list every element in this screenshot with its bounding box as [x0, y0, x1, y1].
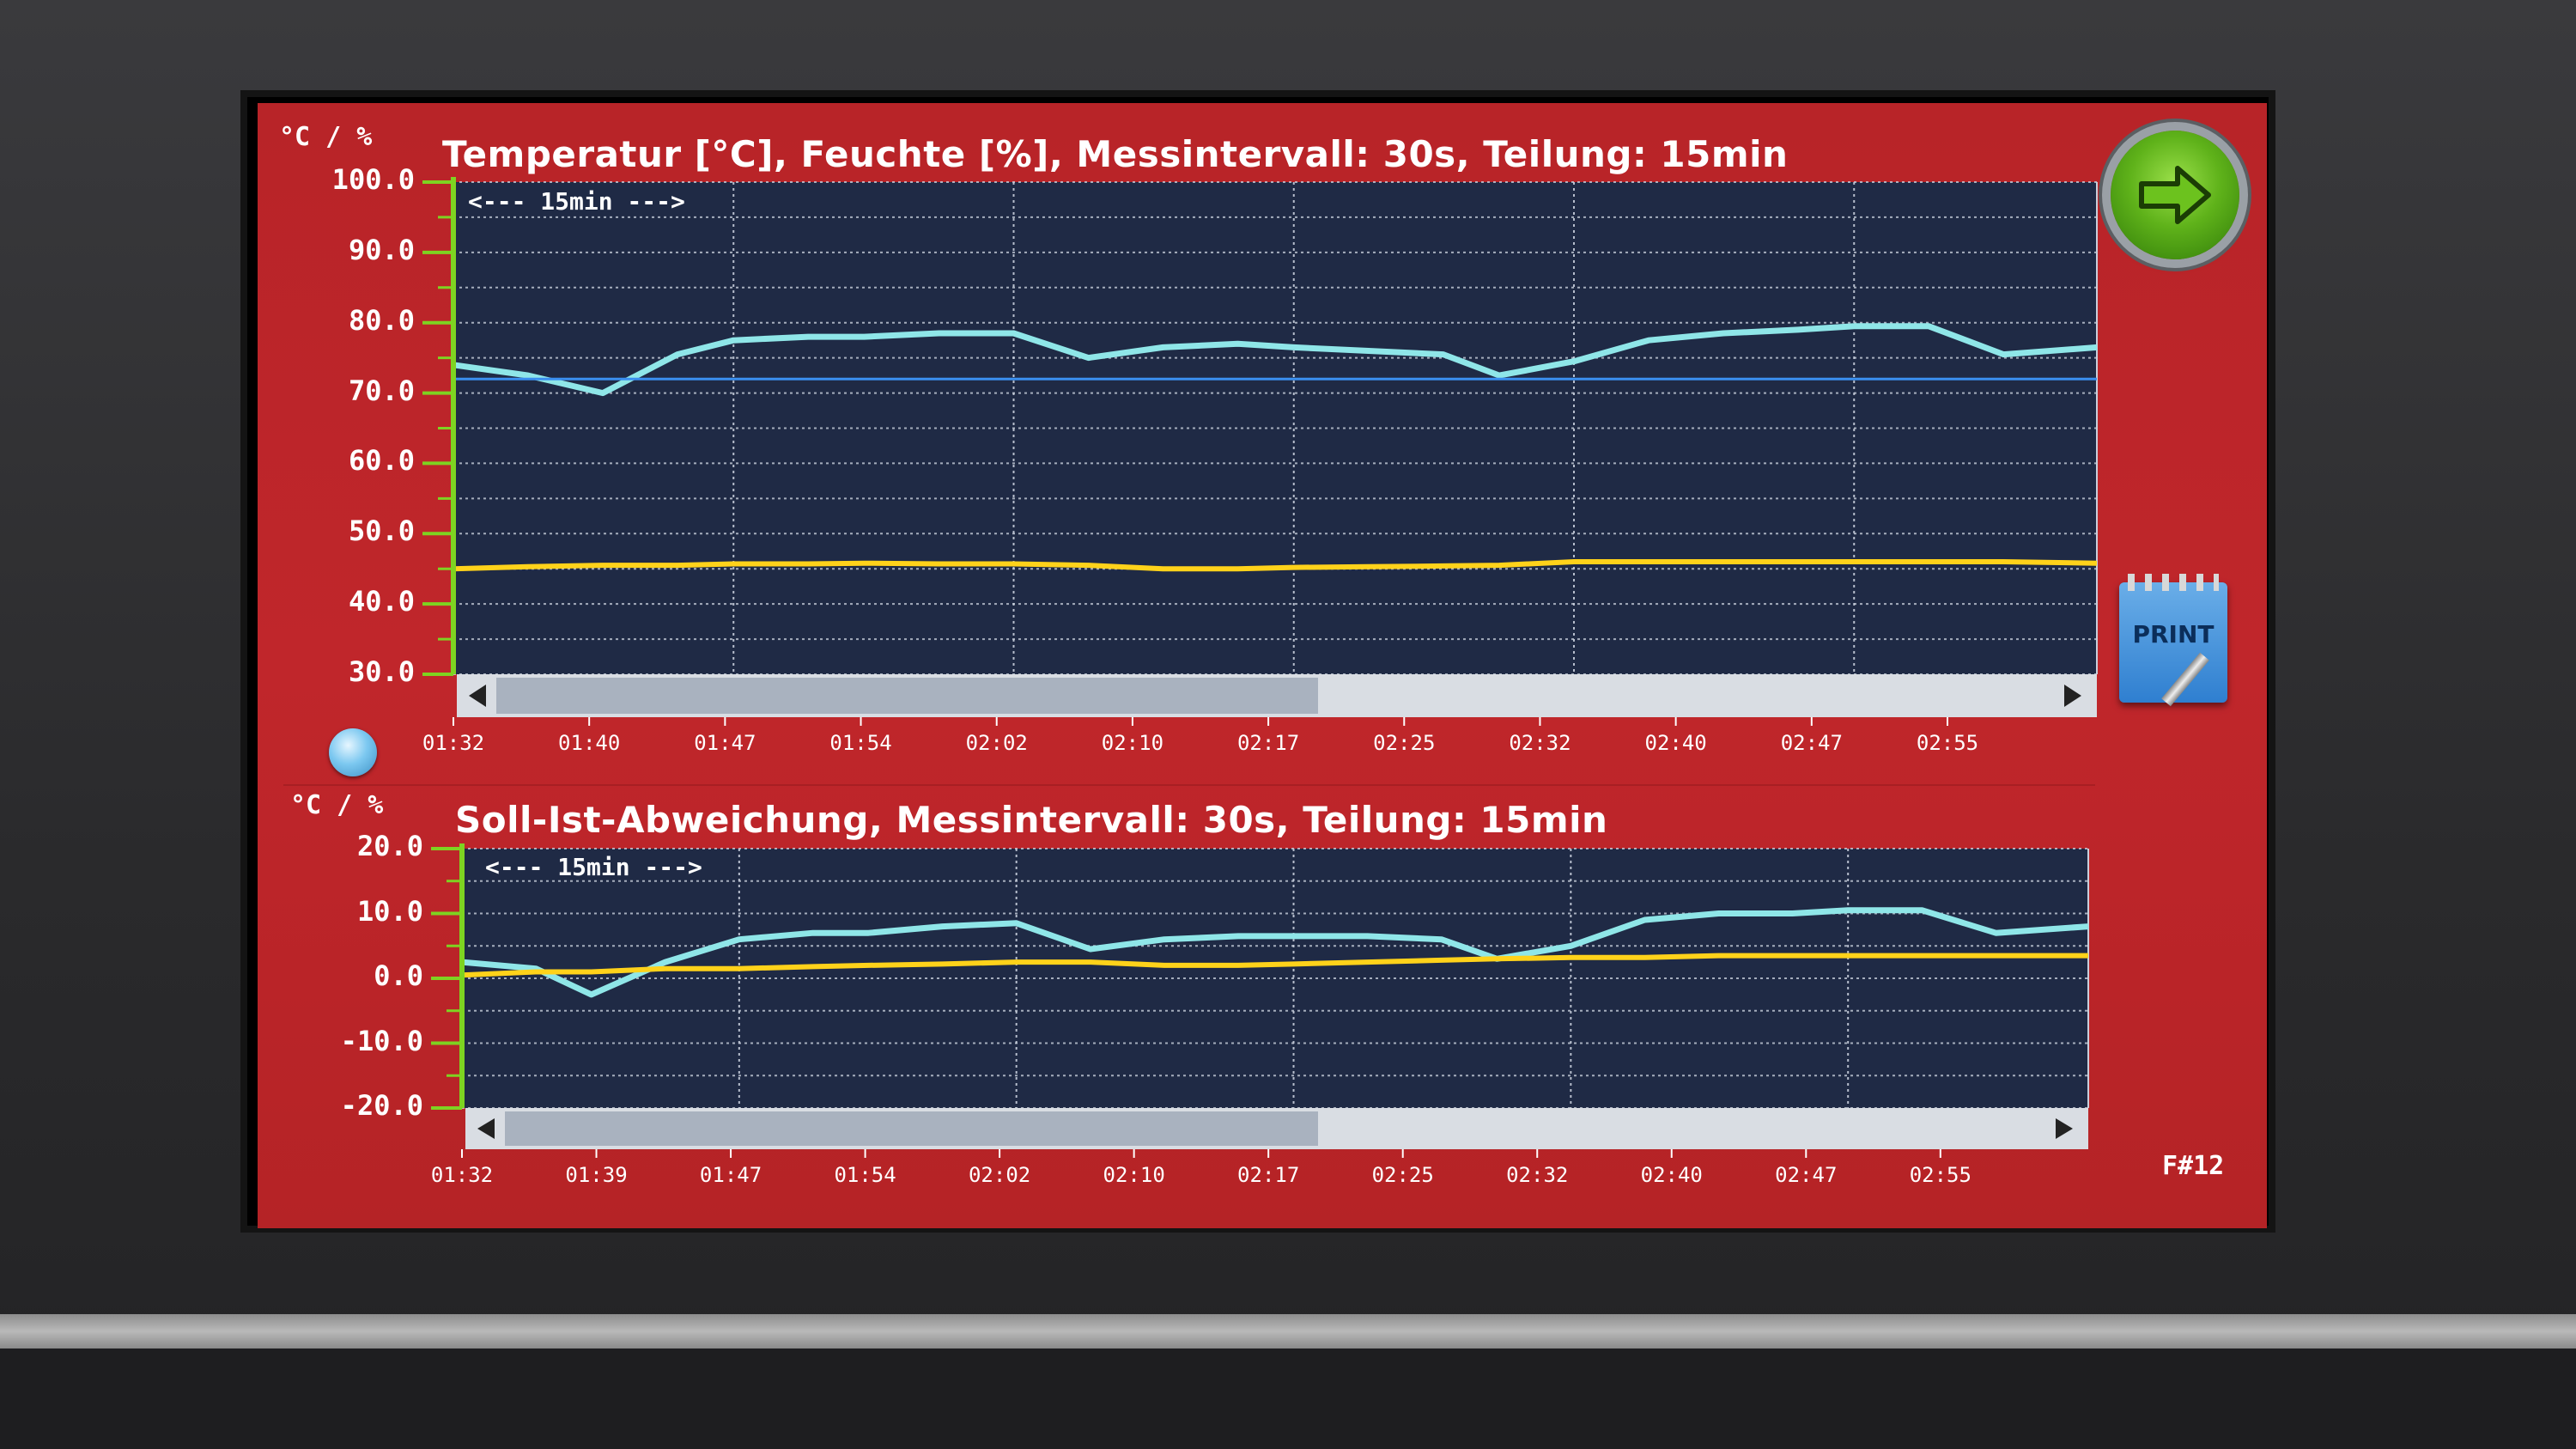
bottom-chart-unit: °C / % — [290, 790, 384, 820]
bottom-chart-x-tick-label: 01:39 — [565, 1163, 628, 1187]
top-chart-x-tick-label: 02:25 — [1373, 731, 1436, 755]
bottom-chart-x-tick-label: 02:55 — [1909, 1163, 1971, 1187]
device-frame-bottom — [0, 1349, 2576, 1449]
bottom-chart-scroll-left-icon — [477, 1118, 495, 1139]
top-chart-y-tick-label: 100.0 — [331, 163, 415, 196]
top-chart-y-tick-label: 50.0 — [348, 514, 415, 548]
bottom-chart-y-tick-label: 0.0 — [374, 959, 423, 992]
top-chart-x-tick-label: 01:54 — [829, 731, 892, 755]
bottom-chart-series-2-line — [461, 953, 2088, 978]
bottom-chart-title: Soll-Ist-Abweichung, Messintervall: 30s,… — [455, 799, 1608, 841]
top-chart-y-tick-label: 70.0 — [348, 374, 415, 407]
top-chart-y-tick-label: 40.0 — [348, 585, 415, 618]
top-chart-x-tick-label: 02:47 — [1780, 731, 1843, 755]
bottom-chart-span-label: <--- 15min ---> — [485, 853, 702, 881]
bottom-chart-scrollbar-thumb — [505, 1111, 1318, 1146]
print-button-label: PRINT — [2132, 620, 2215, 648]
arrow-right-icon — [2139, 166, 2211, 224]
bottom-chart-y-tick-label: 10.0 — [356, 894, 423, 928]
device-frame-strip — [0, 1314, 2576, 1349]
top-chart-title: Temperatur [°C], Feuchte [%], Messinterv… — [442, 133, 1789, 175]
bottom-chart-x-tick-label: 01:54 — [834, 1163, 896, 1187]
top-chart-x-tick-label: 02:10 — [1101, 731, 1164, 755]
top-chart-x-tick-label: 01:40 — [558, 731, 621, 755]
bottom-chart-x-tick-label: 01:47 — [699, 1163, 762, 1187]
top-chart-scroll-right-icon — [2064, 685, 2081, 707]
bottom-chart-x-tick-label: 01:32 — [430, 1163, 494, 1187]
top-chart-plot-area — [453, 182, 2097, 674]
bottom-chart-x-tick-label: 02:02 — [968, 1163, 1031, 1187]
status-led-indicator[interactable] — [329, 728, 377, 776]
top-chart-x-tick-label: 02:32 — [1509, 731, 1571, 755]
top-chart-series-2-line — [453, 559, 2098, 572]
top-chart-scroll-left-icon — [469, 685, 486, 707]
bottom-chart-x-tick-label: 02:40 — [1640, 1163, 1703, 1187]
bottom-chart-x-tick-label: 02:17 — [1237, 1163, 1300, 1187]
top-chart-span-label: <--- 15min ---> — [468, 187, 685, 216]
top-chart-x-tick-label: 02:55 — [1916, 731, 1979, 755]
top-chart-y-tick-label: 90.0 — [348, 233, 415, 266]
top-chart-series-1-line — [453, 323, 2098, 397]
top-chart-x-tick-label: 01:47 — [694, 731, 756, 755]
top-chart-y-tick-label: 80.0 — [348, 303, 415, 337]
next-page-button[interactable] — [2111, 131, 2239, 259]
page-number: F#12 — [2162, 1151, 2225, 1181]
top-chart-x-tick-label: 02:02 — [965, 731, 1028, 755]
top-chart-scrollbar-thumb — [496, 678, 1318, 714]
top-chart-y-tick-label: 30.0 — [348, 655, 415, 688]
bottom-chart-y-tick-label: -10.0 — [340, 1024, 423, 1057]
bottom-chart-scroll-right-icon — [2056, 1118, 2073, 1139]
bottom-chart-x-tick-label: 02:10 — [1103, 1163, 1165, 1187]
pen-icon — [2161, 652, 2209, 707]
top-chart-x-tick-label: 01:32 — [422, 731, 485, 755]
top-chart-x-tick-label: 02:40 — [1644, 731, 1707, 755]
print-button[interactable]: PRINT — [2119, 574, 2227, 707]
notepad-rings-icon — [2128, 574, 2219, 591]
bottom-chart-y-tick-label: 20.0 — [356, 830, 423, 862]
bottom-chart-series-1-line — [461, 907, 2089, 998]
top-chart-unit: °C / % — [279, 122, 373, 152]
bottom-chart-x-tick-label: 02:32 — [1506, 1163, 1569, 1187]
top-chart-x-tick-label: 02:17 — [1236, 731, 1300, 755]
top-chart-y-tick-label: 60.0 — [348, 444, 415, 478]
bottom-chart-y-tick-label: -20.0 — [340, 1089, 423, 1122]
bottom-chart-x-tick-label: 02:25 — [1371, 1163, 1434, 1187]
bottom-chart-x-tick-label: 02:47 — [1775, 1163, 1838, 1187]
